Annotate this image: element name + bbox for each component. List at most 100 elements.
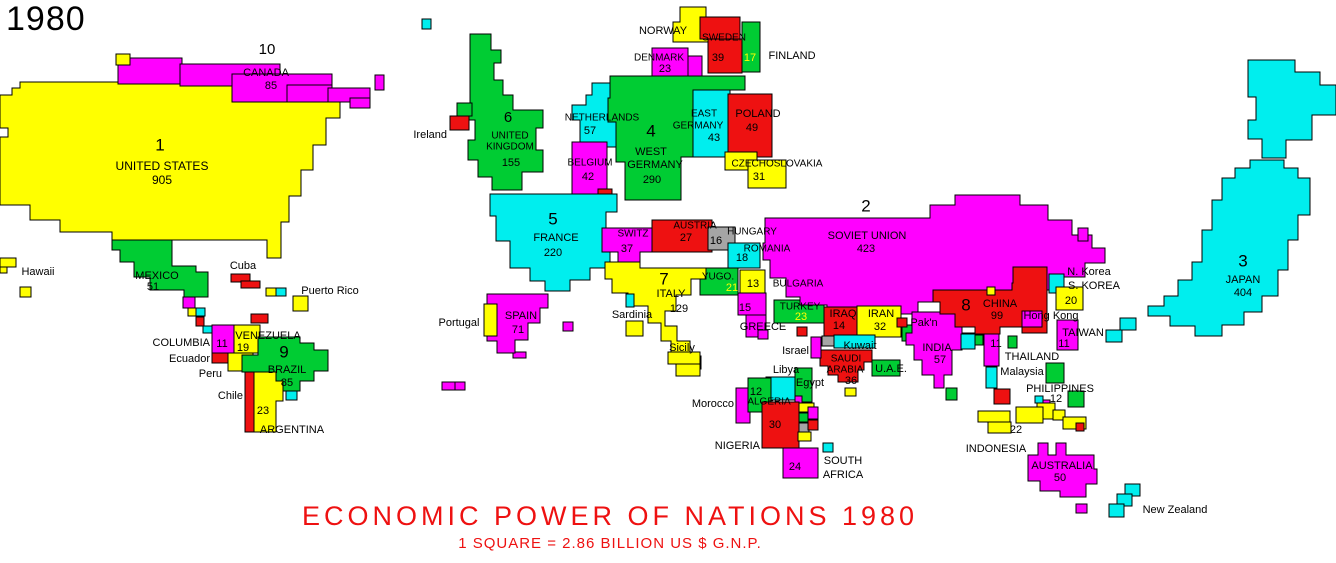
country-alaska-block [115, 53, 131, 66]
country-denmark [687, 55, 703, 77]
label-italy: 129 [670, 303, 688, 315]
country-hawaii [19, 286, 32, 298]
label-czechoslovakia: CZECHOSLOVAKIA [732, 159, 823, 170]
label-poland: 49 [746, 122, 758, 134]
country-indonesia [977, 410, 1011, 423]
country-n-ireland-block [456, 102, 473, 117]
label-colombia: COLUMBIA [153, 337, 211, 349]
label-denmark: DENMARK [634, 53, 684, 64]
country-gibraltar-block [512, 351, 527, 359]
label-czechoslovakia: 31 [753, 171, 765, 183]
label-sicily: Sicily [669, 342, 695, 354]
country-australia [1027, 442, 1098, 498]
label-yugoslavia: 21 [726, 282, 738, 294]
label-romania: ROMANIA [744, 244, 791, 255]
country-balearic-block [562, 321, 574, 332]
label-united-states: 1 [155, 135, 164, 154]
label-italy: 7 [659, 269, 668, 288]
label-japan: JAPAN [1226, 274, 1261, 286]
label-colombia: 11 [216, 338, 227, 350]
country-canada [349, 97, 371, 109]
country-corsica-block [625, 293, 635, 308]
country-bangladesh-block [960, 333, 976, 350]
country-united-kingdom [459, 33, 544, 191]
label-chile: Chile [218, 390, 243, 402]
label-mexico: 51 [147, 281, 159, 293]
label-china: 8 [961, 295, 970, 314]
label-netherlands: NETHERLANDS [565, 113, 640, 124]
country-sakhalin-block [1077, 227, 1089, 242]
country-hawaii [0, 257, 17, 268]
label-uae: U.A.E. [875, 363, 907, 375]
country-panama-block [202, 325, 213, 334]
country-romania [727, 242, 761, 269]
country-guatemala-block [182, 296, 196, 309]
country-south-korea [1055, 286, 1084, 311]
label-libya: Libya [773, 364, 800, 376]
label-finland: 17 [744, 52, 756, 64]
label-north-korea: N. Korea [1067, 266, 1111, 278]
label-east-germany: EAST [691, 109, 717, 120]
country-china [932, 266, 1048, 335]
label-united-states: UNITED STATES [116, 159, 209, 173]
country-philippines-block-cyan [1034, 395, 1044, 404]
label-thailand: THAILAND [1005, 351, 1059, 363]
label-philippines: PHILIPPINES [1026, 383, 1094, 395]
label-peru: Peru [199, 368, 222, 380]
country-czechoslovakia [747, 159, 787, 189]
label-canada: CANADA [243, 67, 290, 79]
label-iran: IRAN [868, 308, 894, 320]
label-france: FRANCE [533, 232, 578, 244]
country-east-germany [692, 89, 731, 158]
country-france [489, 193, 618, 292]
label-philippines: 12 [1050, 393, 1062, 405]
country-poland [727, 93, 773, 158]
country-iceland-block [421, 18, 432, 30]
label-italy: ITALY [657, 288, 687, 300]
label-west-germany: 4 [646, 121, 655, 140]
country-japan [1147, 159, 1311, 337]
country-sicily [675, 363, 701, 377]
country-portugal [483, 303, 498, 337]
label-denmark: 23 [659, 63, 671, 75]
label-soviet-union: 2 [861, 196, 870, 215]
country-hispaniola-block-2 [275, 287, 287, 297]
label-poland: POLAND [735, 108, 780, 120]
label-nigeria: 30 [769, 419, 781, 431]
country-yemen-block [844, 387, 857, 397]
label-australia: 50 [1054, 472, 1066, 484]
label-canada: 10 [259, 41, 276, 58]
label-saudi-arabia: ARABIA [827, 365, 864, 376]
country-ecuador [211, 352, 229, 364]
country-israel [810, 336, 822, 359]
country-singapore-block [993, 388, 1011, 405]
label-hawaii: Hawaii [21, 266, 54, 278]
label-austria: 27 [680, 232, 692, 244]
country-greece [757, 329, 769, 340]
label-thailand: 11 [990, 338, 1001, 350]
label-france: 5 [548, 209, 557, 228]
map-subtitle: 1 SQUARE = 2.86 BILLION US $ G.N.P. [458, 535, 762, 552]
label-iran: 32 [874, 321, 886, 333]
label-west-germany: WEST [635, 146, 667, 158]
label-portugal: Portugal [439, 317, 480, 329]
country-uruguay-block [285, 390, 298, 401]
label-belgium: 42 [582, 171, 594, 183]
country-nigeria [761, 401, 800, 449]
label-canada: 85 [265, 80, 277, 92]
label-brazil: 9 [279, 342, 288, 361]
label-taiwan: TAIWAN [1062, 327, 1104, 339]
country-belgium [571, 141, 608, 196]
country-ireland [449, 115, 470, 131]
country-austria [651, 219, 713, 253]
label-turkey: 23 [795, 311, 807, 323]
label-brazil: 85 [281, 377, 293, 389]
country-japan [1247, 59, 1336, 159]
country-tasmania-block [1075, 503, 1088, 514]
map-footer: ECONOMIC POWER OF NATIONS 1980 1 SQUARE … [240, 501, 980, 552]
label-argentina: 23 [257, 405, 269, 417]
country-bhutan-block [974, 334, 984, 346]
label-brazil: BRAZIL [268, 364, 307, 376]
